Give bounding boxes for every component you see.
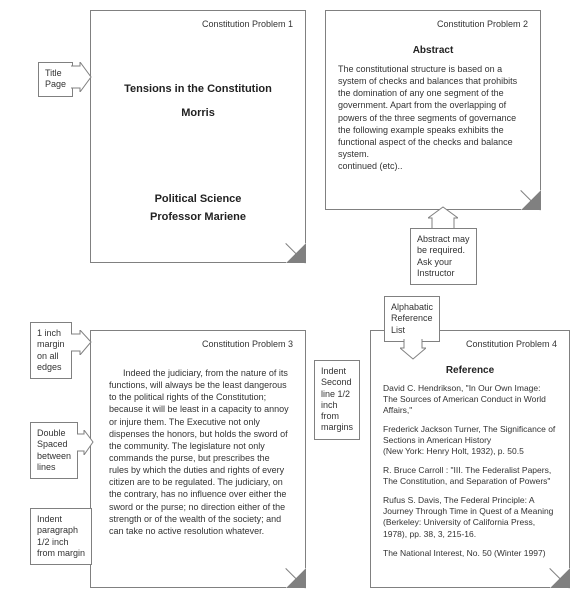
arrow-down-icon	[400, 338, 426, 360]
reference-item: The National Interest, No. 50 (Winter 19…	[383, 548, 557, 559]
page-corner-fold	[286, 243, 306, 263]
arrow-right-icon	[70, 62, 92, 92]
paper-professor: Professor Mariene	[91, 211, 305, 223]
abstract-heading: Abstract	[326, 45, 540, 56]
arrow-up-icon	[428, 206, 458, 230]
label-indent-second: Indent Second line 1/2 inch from margins	[314, 360, 360, 440]
page-3-header: Constitution Problem 3	[202, 339, 293, 349]
label-abstract-note: Abstract may be required. Ask your Instr…	[410, 228, 477, 285]
arrow-right-icon	[70, 330, 92, 355]
reference-item: Rufus S. Davis, The Federal Principle: A…	[383, 495, 557, 539]
paper-author: Morris	[91, 107, 305, 119]
label-alpha-ref: Alphabatic Reference List	[384, 296, 440, 342]
page-3-body: Indeed the judiciary, from the nature of…	[109, 367, 291, 537]
abstract-body: The constitutional structure is based on…	[338, 63, 528, 172]
arrow-right-icon	[76, 430, 94, 455]
label-double-spaced: Double Spaced between lines	[30, 422, 78, 479]
page-corner-fold	[521, 190, 541, 210]
reference-item: R. Bruce Carroll : "III. The Federalist …	[383, 465, 557, 487]
page-2: Constitution Problem 2 Abstract The cons…	[325, 10, 541, 210]
page-corner-fold	[286, 568, 306, 588]
page-1-header: Constitution Problem 1	[202, 19, 293, 29]
page-4: Constitution Problem 4 Reference David C…	[370, 330, 570, 588]
label-title-page: Title Page	[38, 62, 73, 97]
reference-item: Frederick Jackson Turner, The Significan…	[383, 424, 557, 457]
reference-item: David C. Hendrikson, "In Our Own Image: …	[383, 383, 557, 416]
paper-title: Tensions in the Constitution	[91, 83, 305, 95]
reference-list: David C. Hendrikson, "In Our Own Image: …	[383, 383, 557, 559]
page-2-header: Constitution Problem 2	[437, 19, 528, 29]
page-corner-fold	[550, 568, 570, 588]
paper-course: Political Science	[91, 193, 305, 205]
page-3: Constitution Problem 3 Indeed the judici…	[90, 330, 306, 588]
page-4-header: Constitution Problem 4	[466, 339, 557, 349]
label-margin: 1 inch margin on all edges	[30, 322, 72, 379]
reference-heading: Reference	[371, 365, 569, 376]
page-1: Constitution Problem 1 Tensions in the C…	[90, 10, 306, 263]
label-indent-paragraph: Indent paragraph 1/2 inch from margin	[30, 508, 92, 565]
